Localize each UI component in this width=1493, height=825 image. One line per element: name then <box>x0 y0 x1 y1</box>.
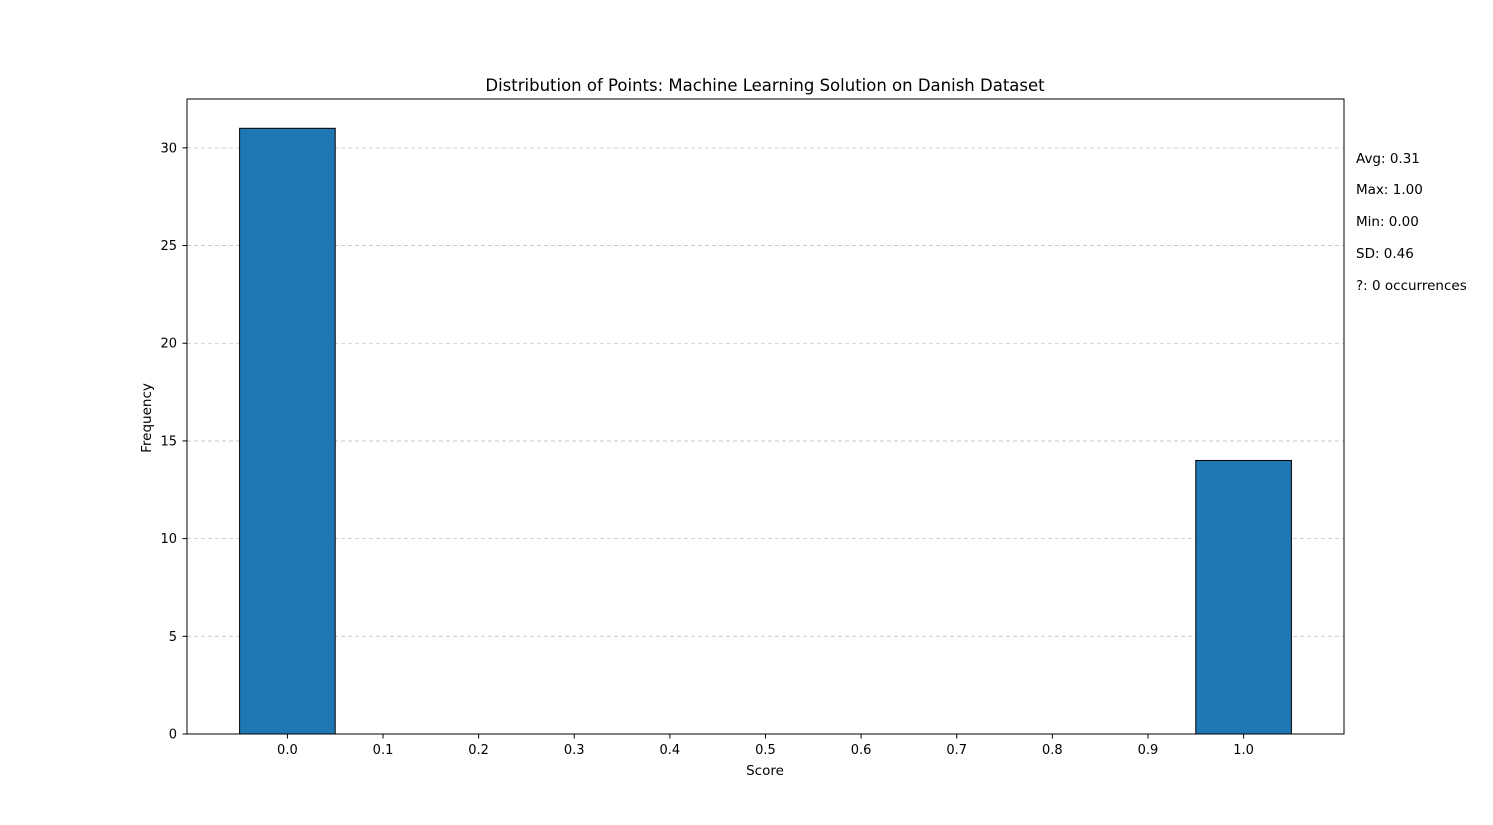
y-tick-label-3: 15 <box>160 434 177 449</box>
x-tick-label-1: 0.1 <box>373 743 394 758</box>
x-tick-label-8: 0.8 <box>1042 743 1063 758</box>
stat-std-dev: SD: 0.46 <box>1356 246 1414 262</box>
stat-average: Avg: 0.31 <box>1356 151 1420 167</box>
y-axis-ticks: 0 5 10 15 20 25 30 <box>160 141 187 743</box>
x-axis-ticks: 0.0 0.1 0.2 0.3 0.4 0.5 0.6 0.7 0.8 0.9 1.0 <box>277 734 1254 758</box>
bars <box>239 127 1292 735</box>
y-tick-label-1: 5 <box>169 630 177 645</box>
bar-0 <box>239 127 336 735</box>
bar-1 <box>1195 459 1292 735</box>
stat-minimum: Min: 0.00 <box>1356 214 1419 230</box>
chart-title: Distribution of Points: Machine Learning… <box>485 76 1045 95</box>
y-axis-label: Frequency <box>139 383 155 453</box>
x-tick-label-6: 0.6 <box>851 743 872 758</box>
x-tick-label-10: 1.0 <box>1233 743 1254 758</box>
x-tick-label-2: 0.2 <box>468 743 489 758</box>
x-axis-label: Score <box>746 763 784 779</box>
x-tick-label-4: 0.4 <box>660 743 681 758</box>
y-tick-label-2: 10 <box>160 532 177 547</box>
stat-maximum: Max: 1.00 <box>1356 182 1423 198</box>
stats-annotations: Avg: 0.31 Max: 1.00 Min: 0.00 SD: 0.46 ?… <box>1356 151 1467 294</box>
x-tick-label-7: 0.7 <box>946 743 967 758</box>
x-tick-label-3: 0.3 <box>564 743 585 758</box>
y-tick-label-5: 25 <box>160 239 177 254</box>
x-tick-label-9: 0.9 <box>1138 743 1159 758</box>
y-tick-label-0: 0 <box>169 728 177 743</box>
y-tick-label-6: 30 <box>160 141 177 156</box>
x-tick-label-0: 0.0 <box>277 743 298 758</box>
x-tick-label-5: 0.5 <box>755 743 776 758</box>
stat-unknown-count: ?: 0 occurrences <box>1356 278 1467 294</box>
y-tick-label-4: 20 <box>160 337 177 352</box>
